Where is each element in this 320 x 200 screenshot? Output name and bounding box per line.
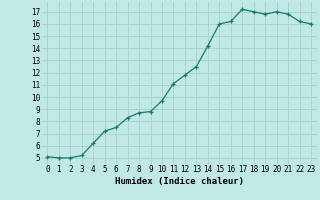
X-axis label: Humidex (Indice chaleur): Humidex (Indice chaleur) [115,177,244,186]
